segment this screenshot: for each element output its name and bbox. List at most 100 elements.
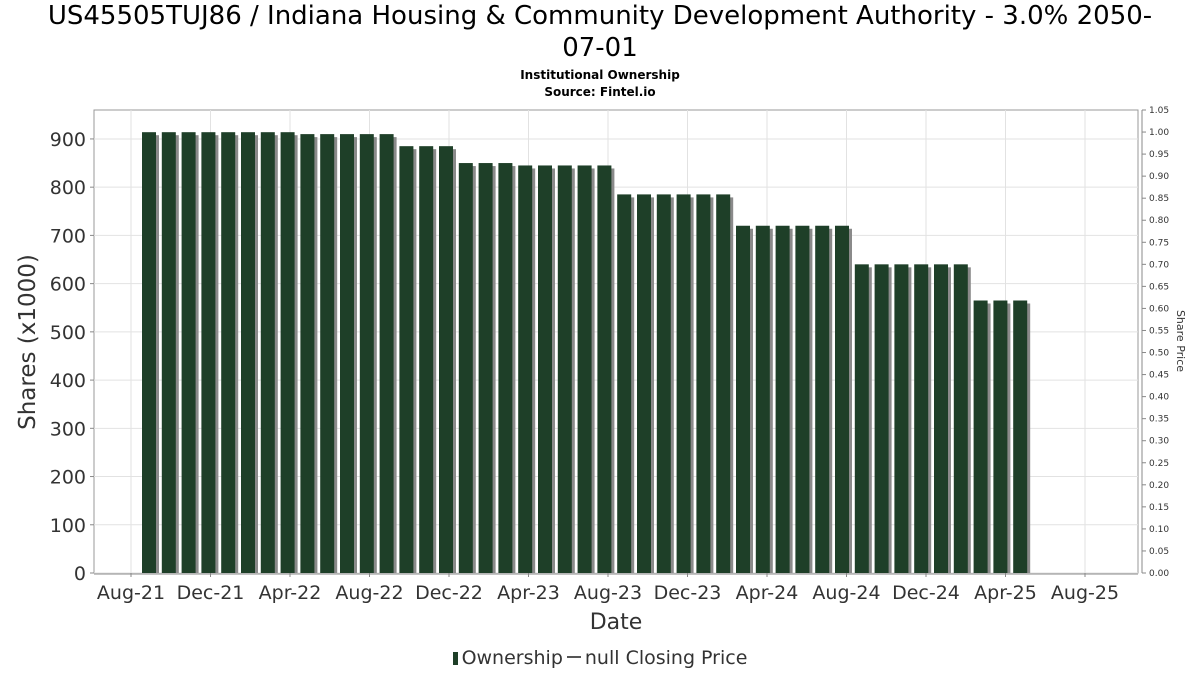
y2-tick-label: 0.55	[1149, 326, 1169, 336]
chart-title: US45505TUJ86 / Indiana Housing & Communi…	[0, 0, 1200, 64]
y2-tick-label: 1.00	[1149, 128, 1169, 138]
ownership-bar	[577, 165, 592, 573]
ownership-bar	[280, 132, 295, 573]
legend-price-label: null Closing Price	[584, 647, 748, 669]
ownership-bar	[775, 225, 790, 573]
ownership-bar	[498, 163, 513, 574]
ownership-bar	[696, 194, 711, 573]
y2-tick-label: 0.20	[1149, 481, 1169, 491]
x-tick-label: Dec-24	[892, 582, 960, 604]
y-tick-label: 400	[50, 370, 86, 392]
legend-ownership-swatch	[452, 652, 458, 665]
ownership-bar	[953, 264, 968, 573]
ownership-bar	[934, 264, 948, 573]
ownership-bar	[557, 165, 572, 573]
y-tick-label: 500	[50, 322, 86, 344]
y-tick-label: 800	[50, 177, 86, 199]
y2-tick-label: 0.70	[1149, 260, 1169, 270]
y2-tick-label: 0.00	[1149, 569, 1169, 579]
y2-tick-label: 0.05	[1149, 547, 1169, 557]
x-tick-label: Aug-21	[97, 582, 165, 604]
y2-tick-label: 1.05	[1149, 106, 1169, 116]
y-tick-label: 700	[50, 225, 86, 247]
y2-tick-label: 0.30	[1149, 437, 1169, 447]
ownership-bar	[161, 132, 176, 573]
y2-tick-label: 0.85	[1149, 194, 1169, 204]
ownership-bar	[716, 194, 731, 573]
ownership-bar	[399, 146, 414, 573]
ownership-bar	[518, 165, 533, 573]
ownership-bar	[201, 132, 216, 573]
ownership-bar	[676, 194, 691, 573]
y2-tick-label: 0.45	[1149, 371, 1169, 381]
chart-title-line1: US45505TUJ86 / Indiana Housing & Communi…	[47, 1, 1153, 31]
ownership-bar	[894, 264, 909, 573]
y-tick-label: 200	[50, 467, 86, 489]
y2-tick-label: 0.25	[1149, 459, 1169, 469]
ownership-bar	[973, 300, 988, 573]
ownership-bar	[597, 165, 612, 573]
x-tick-label: Apr-22	[259, 582, 322, 604]
ownership-bar	[736, 225, 750, 573]
ownership-bar	[359, 134, 374, 574]
ownership-bar	[993, 300, 1008, 573]
ownership-bar	[181, 132, 196, 573]
ownership-bar	[538, 165, 552, 573]
y-tick-label: 900	[50, 129, 86, 151]
ownership-bar	[815, 225, 830, 573]
y2-tick-label: 0.35	[1149, 415, 1169, 425]
y2-tick-label: 0.40	[1149, 393, 1169, 403]
x-tick-label: Apr-25	[974, 582, 1037, 604]
ownership-bar	[320, 134, 335, 574]
chart-subtitle: Institutional Ownership	[520, 68, 680, 82]
ownership-bar	[617, 194, 632, 573]
y2-tick-label: 0.50	[1149, 349, 1169, 359]
legend-price-line	[566, 656, 581, 658]
y2-tick-label: 0.15	[1149, 503, 1169, 513]
x-tick-label: Aug-23	[574, 582, 642, 604]
y2-tick-label: 0.90	[1149, 172, 1169, 182]
ownership-bar	[221, 132, 236, 573]
y-tick-label: 0	[74, 563, 86, 585]
chart-legend: Ownership null Closing Price	[0, 647, 1200, 669]
x-tick-label: Apr-23	[497, 582, 560, 604]
y2-tick-label: 0.10	[1149, 525, 1169, 535]
y2-tick-label: 0.75	[1149, 238, 1169, 248]
y-tick-label: 100	[50, 515, 86, 537]
x-axis-label: Date	[590, 610, 643, 635]
x-tick-label: Aug-25	[1051, 582, 1119, 604]
legend-ownership-label: Ownership	[461, 647, 563, 669]
ownership-bar	[260, 132, 275, 573]
y2-axis-label: Share Price	[1174, 310, 1187, 372]
ownership-bar	[379, 134, 394, 574]
y-tick-label: 300	[50, 418, 86, 440]
ownership-bar	[656, 194, 671, 573]
ownership-bar	[755, 225, 770, 573]
chart-title-line2: 07-01	[562, 33, 638, 63]
ownership-bar	[795, 225, 810, 573]
ownership-bar	[1013, 300, 1028, 573]
ownership-bar	[835, 225, 849, 573]
x-tick-label: Aug-22	[335, 582, 403, 604]
ownership-bar	[419, 146, 434, 573]
ownership-bar	[142, 132, 156, 573]
ownership-bar	[300, 134, 315, 574]
chart-source: Source: Fintel.io	[544, 85, 656, 99]
y2-tick-label: 0.65	[1149, 282, 1169, 292]
y2-tick-label: 0.60	[1149, 304, 1169, 314]
y-tick-label: 600	[50, 274, 86, 296]
x-tick-label: Aug-24	[812, 582, 880, 604]
x-tick-label: Dec-22	[415, 582, 483, 604]
x-tick-label: Dec-23	[654, 582, 722, 604]
ownership-bar	[637, 194, 651, 573]
y2-tick-label: 0.95	[1149, 150, 1169, 160]
ownership-bar	[340, 134, 354, 574]
ownership-bar	[458, 163, 473, 574]
y2-tick-label: 0.80	[1149, 216, 1169, 226]
x-tick-label: Dec-21	[177, 582, 245, 604]
ownership-bar	[439, 146, 453, 573]
ownership-bar	[874, 264, 889, 573]
ownership-bar	[854, 264, 869, 573]
ownership-bar	[914, 264, 929, 573]
